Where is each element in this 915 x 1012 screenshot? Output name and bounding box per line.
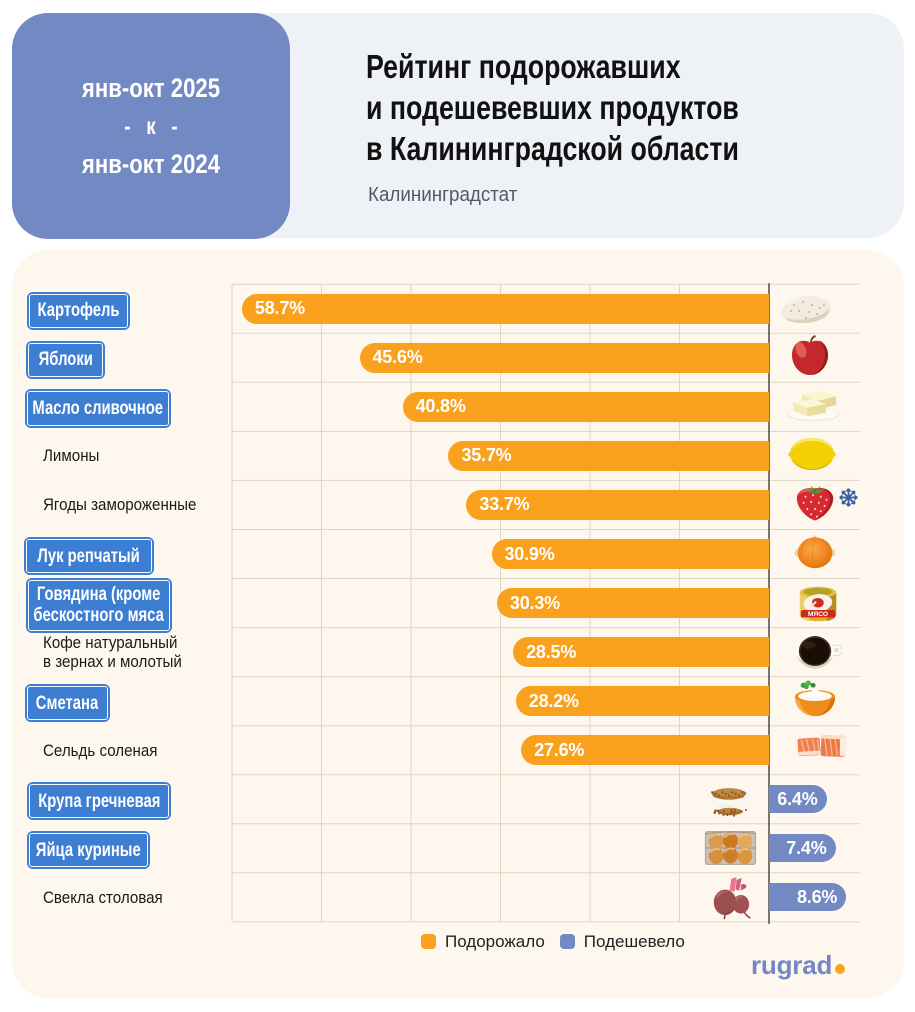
svg-text:МЯСО: МЯСО: [808, 611, 828, 618]
